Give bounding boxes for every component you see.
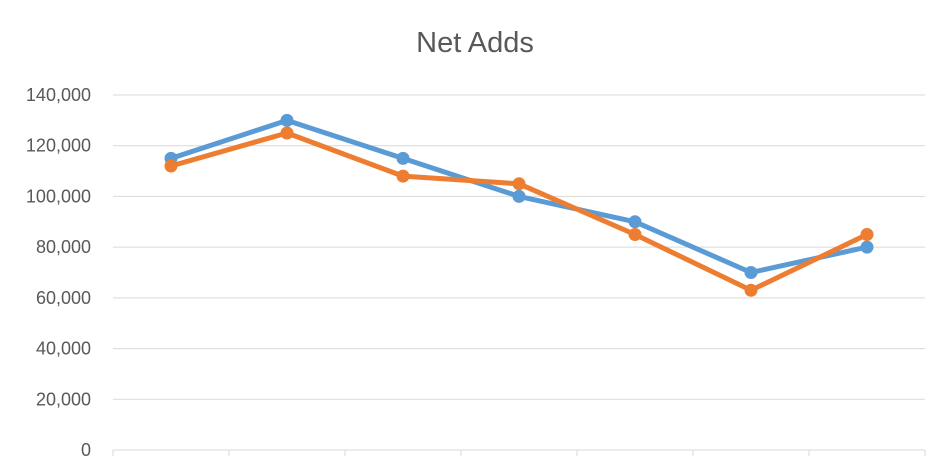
x-axis — [112, 449, 926, 456]
y-axis-labels: 0 20,000 40,000 60,000 80,000 100,000 120,000 1… — [26, 85, 91, 460]
data-point-series-1 — [280, 113, 294, 127]
data-point-series-2 — [628, 228, 642, 241]
series-layer — [164, 113, 874, 297]
y-tick-label: 100,000 — [26, 186, 91, 206]
data-point-series-2 — [164, 159, 178, 173]
y-tick-label: 0 — [81, 440, 91, 460]
data-point-series-1 — [512, 189, 526, 203]
data-point-series-1 — [628, 215, 642, 229]
y-tick-label: 120,000 — [26, 136, 91, 156]
y-tick-label: 40,000 — [36, 339, 91, 359]
data-point-series-2 — [512, 177, 526, 191]
data-point-series-1 — [860, 240, 874, 254]
data-point-series-1 — [396, 151, 410, 165]
data-point-series-2 — [396, 169, 410, 183]
data-point-series-2 — [860, 228, 874, 241]
y-tick-label: 80,000 — [36, 237, 91, 257]
data-point-series-2 — [280, 126, 294, 140]
y-tick-label: 60,000 — [36, 288, 91, 308]
y-tick-label: 20,000 — [36, 389, 91, 409]
chart-title: Net Adds — [416, 27, 534, 59]
data-point-series-2 — [744, 283, 758, 297]
y-tick-label: 140,000 — [26, 85, 91, 105]
data-point-series-1 — [744, 266, 758, 279]
